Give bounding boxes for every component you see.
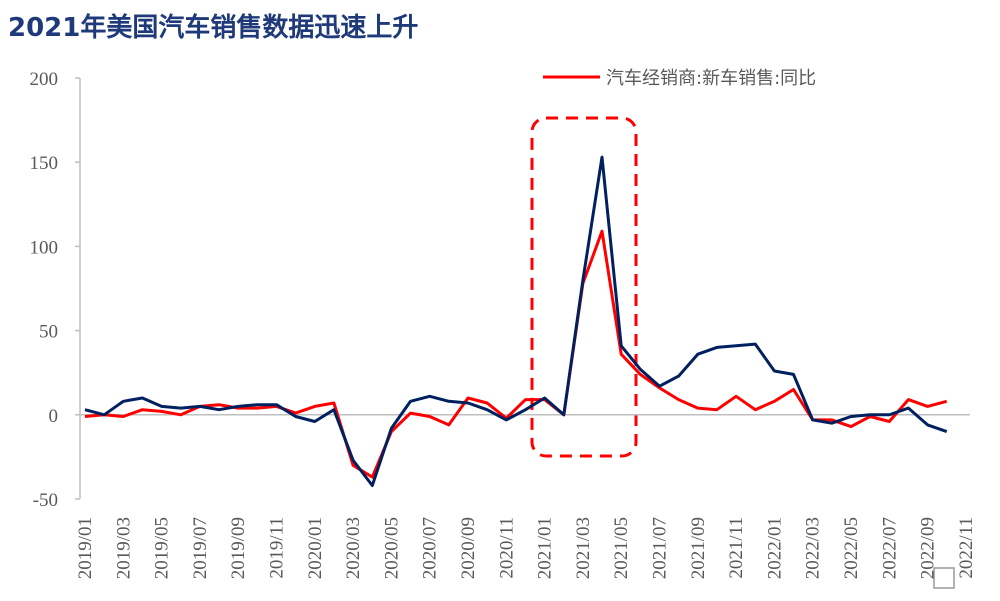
x-tick-label: 2020/01 (305, 517, 326, 579)
x-tick-label: 2022/01 (764, 517, 785, 579)
x-tick-label: 2020/05 (381, 517, 402, 579)
x-tick-label: 2021/09 (688, 517, 709, 579)
series-line (84, 229, 948, 479)
x-tick-label: 2022/05 (841, 517, 862, 579)
series-line (84, 155, 948, 487)
watermark-icon (933, 567, 955, 589)
legend-label: 汽车经销商:新车销售:同比 (606, 68, 816, 89)
x-tick-label: 2019/01 (75, 517, 96, 579)
y-tick-label: 0 (49, 406, 59, 427)
highlight-box (530, 116, 638, 458)
x-tick-label: 2022/07 (879, 517, 900, 579)
x-tick-label: 2021/11 (726, 517, 747, 579)
x-tick-label: 2019/11 (267, 517, 288, 579)
x-tick-label: 2019/03 (113, 517, 134, 579)
x-tick-label: 2022/09 (918, 517, 939, 579)
y-tick-label: -50 (33, 490, 58, 511)
x-tick-label: 2022/03 (803, 517, 824, 579)
x-tick-label: 2021/01 (535, 517, 556, 579)
x-tick-label: 2021/03 (573, 517, 594, 579)
x-tick-label: 2020/09 (458, 517, 479, 579)
y-tick-label: 100 (30, 237, 59, 258)
x-tick-label: 2021/07 (650, 517, 671, 579)
x-tick-label: 2020/03 (343, 517, 364, 579)
x-tick-label: 2020/11 (496, 517, 517, 579)
y-tick-label: 200 (30, 69, 59, 90)
x-tick-label: 2021/05 (611, 517, 632, 579)
x-tick-label: 2019/09 (228, 517, 249, 579)
chart-title: 2021年美国汽车销售数据迅速上升 (8, 12, 418, 43)
x-tick-label: 2019/05 (152, 517, 173, 579)
y-tick-label: 50 (39, 322, 58, 343)
x-tick-label: 2019/07 (190, 517, 211, 579)
y-tick-label: 150 (30, 153, 59, 174)
x-tick-label: 2020/07 (420, 517, 441, 579)
x-tick-label: 2022/11 (956, 517, 977, 579)
